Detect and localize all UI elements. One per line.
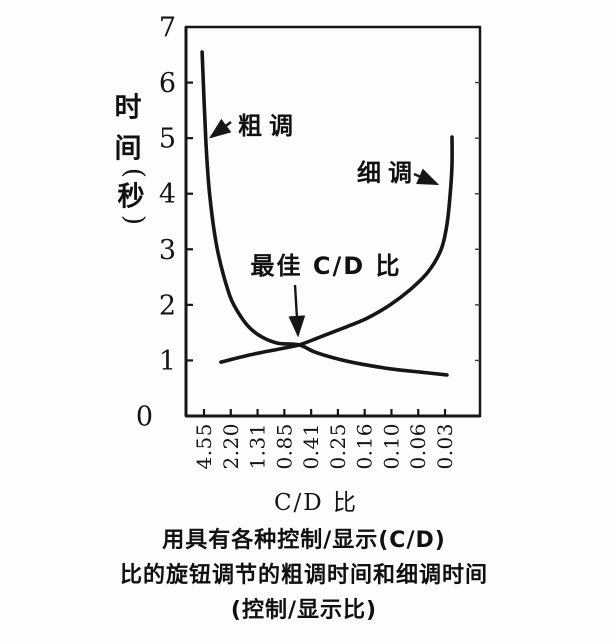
- coarse-arrow: [209, 118, 232, 139]
- x-tick-label: 4.55: [192, 423, 216, 470]
- caption: 用具有各种控制/显示(C/D) 比的旋钮调节的粗调时间和细调时间 (控制/显示比…: [4, 523, 604, 628]
- x-tick-label: 0.16: [353, 423, 377, 470]
- y-tick-label: 2: [159, 290, 176, 321]
- y-tick-label: 1: [159, 346, 176, 377]
- x-tick-label: 0.85: [272, 423, 296, 470]
- caption-line-1: 用具有各种控制/显示(C/D): [162, 528, 446, 553]
- optimal-arrow: [288, 284, 306, 338]
- x-tick-label: 0.06: [406, 423, 430, 470]
- x-tick-label: 1.31: [246, 423, 270, 470]
- y-axis-ticks: 01 2 3 4 5 6 7: [136, 13, 480, 433]
- x-axis-ticks: 4.55 2.20 1.31 0.85 0.41 0.25 0.16 0.10 0.06 0.03: [192, 409, 457, 470]
- x-tick-label: 0.25: [326, 423, 350, 470]
- caption-line-2: 比的旋钮调节的粗调时间和细调时间: [119, 563, 488, 588]
- x-tick-label: 0.10: [379, 423, 403, 470]
- x-tick-label: 2.20: [219, 423, 243, 470]
- annotation-coarse: 粗调: [209, 112, 300, 140]
- x-tick-label: 0.41: [299, 423, 323, 470]
- optimal-label: 最佳 C/D 比: [250, 252, 401, 280]
- coarse-label: 粗调: [238, 112, 300, 140]
- y-tick-label: 3: [159, 235, 176, 266]
- y-axis-title-paren-open: (: [119, 168, 149, 178]
- curves: [200, 50, 454, 377]
- y-tick-label: 5: [159, 124, 176, 155]
- y-axis-title-paren-close: ): [119, 215, 149, 225]
- y-tick-label: 6: [159, 68, 176, 99]
- fine-curve: [219, 135, 454, 364]
- y-axis-title-char: 秒: [118, 182, 145, 213]
- annotation-fine: 细调: [357, 159, 440, 187]
- y-tick-label: 4: [159, 179, 176, 210]
- caption-line-3: (控制/显示比): [230, 598, 378, 623]
- y-axis-title: 时 间 ( 秒 ): [115, 93, 150, 226]
- annotation-optimal: 最佳 C/D 比: [250, 252, 401, 338]
- fine-label: 细调: [357, 159, 419, 187]
- fine-arrow: [413, 168, 440, 186]
- coarse-curve: [200, 50, 449, 377]
- y-axis-title-char: 间: [115, 134, 142, 165]
- x-tick-label: 0.03: [433, 423, 457, 470]
- y-tick-label: 7: [159, 13, 176, 44]
- y-axis-title-char: 时: [115, 93, 142, 124]
- x-axis-title: C/D 比: [274, 490, 358, 516]
- y-tick-label: 0: [136, 402, 153, 433]
